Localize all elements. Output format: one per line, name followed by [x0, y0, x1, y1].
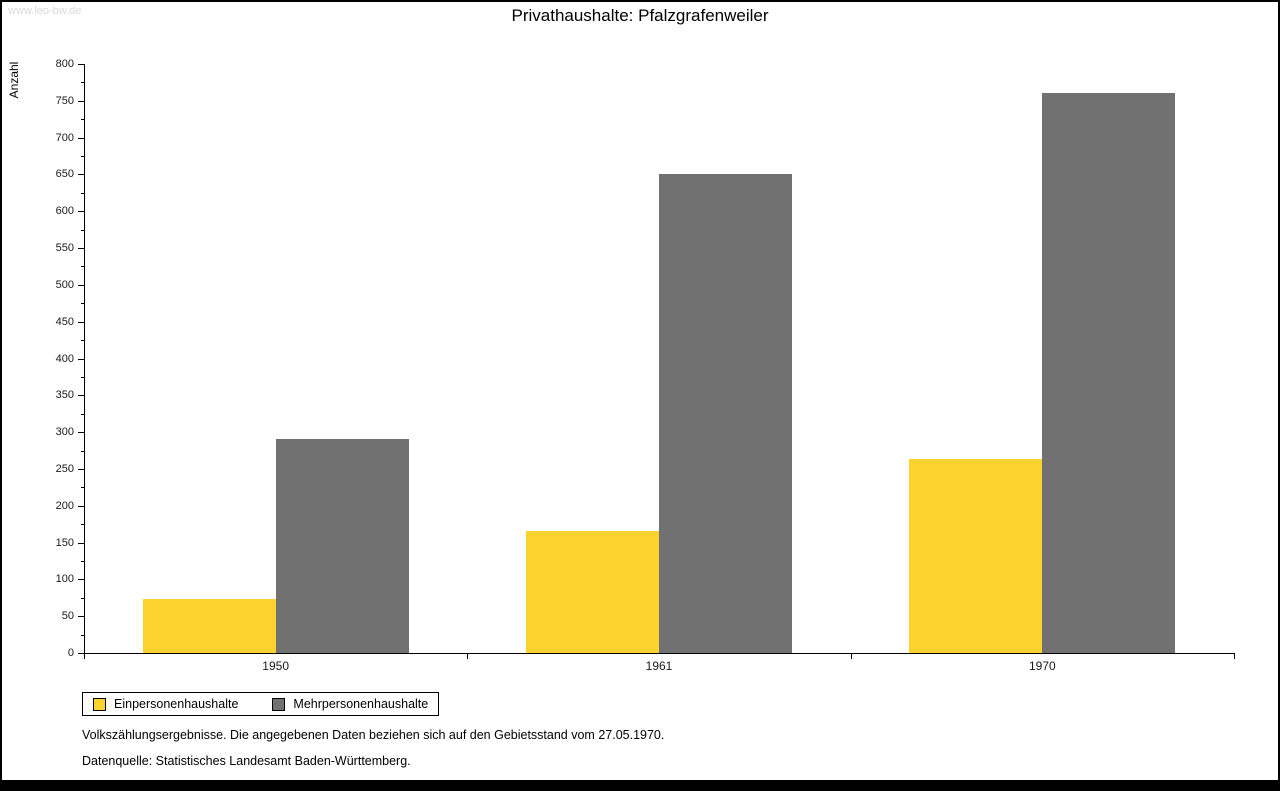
- y-axis-tick: [78, 653, 84, 654]
- y-axis-tick-label: 400: [55, 352, 74, 365]
- footnote-data-source: Datenquelle: Statistisches Landesamt Bad…: [82, 754, 411, 768]
- y-axis-minor-tick: [81, 82, 84, 83]
- chart-title: Privathaushalte: Pfalzgrafenweiler: [511, 6, 769, 25]
- y-axis-tick: [78, 543, 84, 544]
- y-axis-tick-label: 150: [55, 536, 74, 549]
- bottom-border-bar: [2, 780, 1278, 789]
- y-axis-label: Anzahl: [7, 61, 21, 99]
- y-axis-tick: [78, 211, 84, 212]
- y-axis-minor-tick: [81, 524, 84, 525]
- y-axis-minor-tick: [81, 598, 84, 599]
- y-axis-tick: [78, 506, 84, 507]
- y-axis-minor-tick: [81, 414, 84, 415]
- y-axis-minor-tick: [81, 266, 84, 267]
- y-axis-tick: [78, 395, 84, 396]
- y-axis-minor-tick: [81, 377, 84, 378]
- y-axis-tick-label: 0: [67, 647, 74, 659]
- x-axis-category-label: 1950: [262, 659, 290, 673]
- legend-label-einpersonenhaushalte: Einpersonenhaushalte: [114, 697, 239, 711]
- y-axis-tick-label: 700: [55, 131, 74, 144]
- y-axis-tick: [78, 432, 84, 433]
- footnote-source-note: Volkszählungsergebnisse. Die angegebenen…: [82, 728, 665, 742]
- legend-swatch-einpersonenhaushalte: [93, 697, 106, 711]
- y-axis-tick: [78, 285, 84, 286]
- y-axis-tick-label: 500: [55, 278, 74, 291]
- legend-label-mehrpersonenhaushalte: Mehrpersonenhaushalte: [293, 697, 429, 711]
- watermark: www.leo-bw.de: [8, 5, 82, 17]
- legend-entry-einpersonenhaushalte: Einpersonenhaushalte: [93, 697, 238, 711]
- x-axis-tick: [851, 654, 852, 659]
- y-axis-tick: [78, 138, 84, 139]
- y-axis-tick-label: 550: [55, 242, 74, 255]
- y-axis-tick: [78, 174, 84, 175]
- legend-swatch-mehrpersonenhaushalte: [272, 697, 286, 711]
- y-axis-minor-tick: [81, 230, 84, 231]
- y-axis-tick: [78, 101, 84, 102]
- y-axis-tick-label: 450: [55, 315, 74, 328]
- y-axis-tick-label: 600: [55, 205, 74, 218]
- x-axis-category-label: 1961: [645, 659, 673, 673]
- y-axis-minor-tick: [81, 303, 84, 304]
- y-axis-tick: [78, 359, 84, 360]
- y-axis-tick-label: 100: [55, 573, 74, 586]
- y-axis-minor-tick: [81, 561, 84, 562]
- y-axis-tick-label: 250: [55, 462, 74, 475]
- bar-mehrpersonenhaushalte-1970: [1042, 93, 1175, 653]
- legend: Einpersonenhaushalte Mehrpersonenhaushal…: [82, 692, 440, 716]
- x-axis-tick: [467, 654, 468, 659]
- y-axis-minor-tick: [81, 119, 84, 120]
- bar-mehrpersonenhaushalte-1950: [276, 439, 409, 653]
- y-axis-tick: [78, 64, 84, 65]
- y-axis-minor-tick: [81, 451, 84, 452]
- y-axis-tick-label: 750: [55, 94, 74, 107]
- y-axis-tick-label: 50: [61, 610, 74, 623]
- y-axis-tick-label: 300: [55, 426, 74, 439]
- y-axis-minor-tick: [81, 635, 84, 636]
- y-axis-tick: [78, 248, 84, 249]
- y-axis-tick: [78, 322, 84, 323]
- x-axis-category-label: 1970: [1028, 659, 1056, 673]
- y-axis-tick: [78, 616, 84, 617]
- bar-einpersonenhaushalte-1961: [526, 531, 659, 653]
- y-axis-minor-tick: [81, 340, 84, 341]
- y-axis-minor-tick: [81, 193, 84, 194]
- x-axis-tick: [1234, 654, 1235, 659]
- x-axis-tick: [84, 654, 85, 659]
- bar-einpersonenhaushalte-1950: [143, 599, 276, 653]
- y-axis-tick-label: 650: [55, 168, 74, 181]
- legend-entry-mehrpersonenhaushalte: Mehrpersonenhaushalte: [272, 697, 428, 711]
- y-axis-tick-label: 200: [55, 499, 74, 512]
- y-axis-minor-tick: [81, 487, 84, 488]
- bar-mehrpersonenhaushalte-1961: [659, 174, 792, 653]
- y-axis-tick-label: 350: [55, 389, 74, 402]
- y-axis-tick: [78, 579, 84, 580]
- y-axis-minor-tick: [81, 156, 84, 157]
- y-axis-tick: [78, 469, 84, 470]
- y-axis-tick-label: 800: [55, 58, 74, 70]
- bar-einpersonenhaushalte-1970: [909, 459, 1042, 653]
